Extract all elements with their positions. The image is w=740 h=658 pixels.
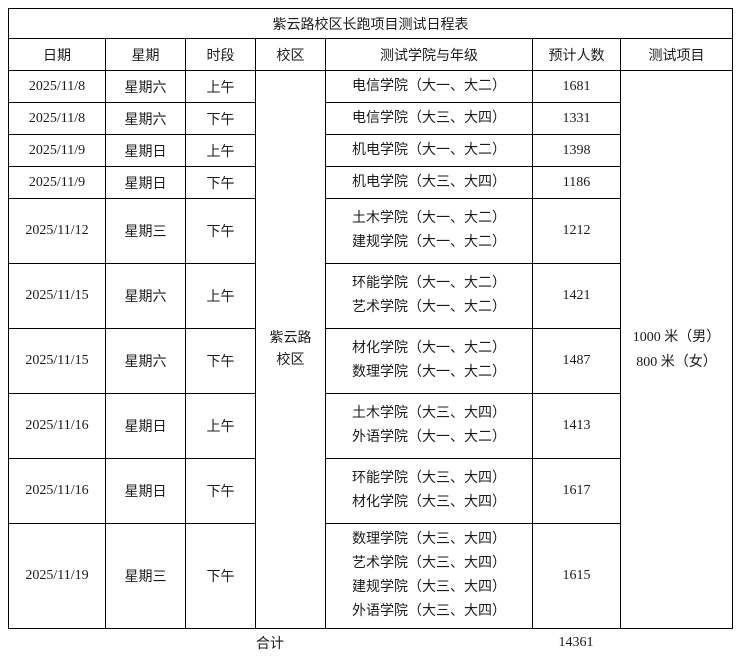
cell-period: 上午 xyxy=(185,134,256,167)
cell-date: 2025/11/9 xyxy=(8,166,106,199)
cell-period: 下午 xyxy=(185,458,256,524)
cell-test-items: 1000 米（男） 800 米（女） xyxy=(619,70,734,629)
col-header-period: 时段 xyxy=(185,38,256,71)
col-header-campus: 校区 xyxy=(255,38,326,71)
cell-count: 1331 xyxy=(532,102,621,135)
cell-weekday: 星期六 xyxy=(105,70,186,103)
cell-colleges: 机电学院（大三、大四） xyxy=(325,166,533,199)
cell-count: 1617 xyxy=(532,458,621,524)
table-row: 2025/11/15 星期六 下午 材化学院（大一、大二） 数理学院（大一、大二） 148… xyxy=(8,328,733,394)
cell-weekday: 星期三 xyxy=(105,523,186,629)
cell-date: 2025/11/9 xyxy=(8,134,106,167)
cell-date: 2025/11/19 xyxy=(8,523,106,629)
table-row: 2025/11/12 星期三 下午 土木学院（大一、大二） 建规学院（大一、大二） 121… xyxy=(8,198,733,264)
cell-campus: 紫云路校区 xyxy=(255,70,326,629)
cell-period: 上午 xyxy=(185,263,256,329)
college-line: 土木学院（大一、大二） xyxy=(352,211,506,226)
college-line: 数理学院（大三、大四） xyxy=(352,532,506,547)
col-header-weekday: 星期 xyxy=(105,38,186,71)
college-line: 外语学院（大一、大二） xyxy=(352,430,506,445)
cell-count: 1212 xyxy=(532,198,621,264)
cell-date: 2025/11/8 xyxy=(8,102,106,135)
test-item-line: 800 米（女） xyxy=(636,354,717,370)
college-line: 材化学院（大三、大四） xyxy=(352,495,506,510)
footer-row: 合计 14361 xyxy=(8,629,732,656)
cell-date: 2025/11/15 xyxy=(8,328,106,394)
cell-date: 2025/11/12 xyxy=(8,198,106,264)
cell-period: 上午 xyxy=(185,70,256,103)
cell-count: 1615 xyxy=(532,523,621,629)
cell-date: 2025/11/16 xyxy=(8,393,106,459)
total-count: 14361 xyxy=(558,634,594,650)
col-header-date: 日期 xyxy=(8,38,106,71)
cell-count: 1487 xyxy=(532,328,621,394)
cell-colleges: 材化学院（大一、大二） 数理学院（大一、大二） xyxy=(325,328,533,394)
college-line: 电信学院（大三、大四） xyxy=(352,110,506,126)
cell-date: 2025/11/8 xyxy=(8,70,106,103)
table-row: 2025/11/16 星期日 上午 土木学院（大三、大四） 外语学院（大一、大二） 141… xyxy=(8,393,733,459)
table-row: 2025/11/9 星期日 上午 机电学院（大一、大二） 1398 xyxy=(8,134,733,167)
page-title: 紫云路校区长跑项目测试日程表 xyxy=(7,8,734,39)
cell-date: 2025/11/15 xyxy=(8,263,106,329)
cell-date: 2025/11/16 xyxy=(8,458,106,524)
table-row: 2025/11/8 星期六 下午 电信学院（大三、大四） 1331 xyxy=(8,102,733,135)
college-line: 材化学院（大一、大二） xyxy=(352,341,506,356)
college-line: 建规学院（大一、大二） xyxy=(352,235,506,250)
cell-weekday: 星期日 xyxy=(105,393,186,459)
schedule-table: 紫云路校区长跑项目测试日程表 日期 星期 时段 校区 测试学院与年级 预计人数 … xyxy=(7,8,734,629)
college-line: 外语学院（大三、大四） xyxy=(352,604,506,619)
col-header-count: 预计人数 xyxy=(532,38,621,71)
college-line: 建规学院（大三、大四） xyxy=(352,580,506,595)
college-line: 数理学院（大一、大二） xyxy=(352,365,506,380)
table-row: 2025/11/19 星期三 下午 数理学院（大三、大四） 艺术学院（大三、大四） 建规学… xyxy=(8,523,733,629)
cell-colleges: 土木学院（大三、大四） 外语学院（大一、大二） xyxy=(325,393,533,459)
col-header-test-item: 测试项目 xyxy=(619,38,734,71)
cell-weekday: 星期六 xyxy=(105,102,186,135)
cell-weekday: 星期日 xyxy=(105,458,186,524)
college-line: 电信学院（大一、大二） xyxy=(352,78,506,94)
cell-period: 下午 xyxy=(185,523,256,629)
cell-colleges: 电信学院（大三、大四） xyxy=(325,102,533,135)
cell-count: 1186 xyxy=(532,166,621,199)
cell-colleges: 环能学院（大三、大四） 材化学院（大三、大四） xyxy=(325,458,533,524)
cell-weekday: 星期日 xyxy=(105,166,186,199)
cell-period: 下午 xyxy=(185,102,256,135)
college-line: 环能学院（大一、大二） xyxy=(352,276,506,291)
college-line: 环能学院（大三、大四） xyxy=(352,471,506,486)
cell-period: 上午 xyxy=(185,393,256,459)
total-label: 合计 xyxy=(256,636,284,652)
cell-colleges: 土木学院（大一、大二） 建规学院（大一、大二） xyxy=(325,198,533,264)
cell-count: 1681 xyxy=(532,70,621,103)
cell-count: 1421 xyxy=(532,263,621,329)
cell-weekday: 星期六 xyxy=(105,263,186,329)
cell-count: 1413 xyxy=(532,393,621,459)
table-row: 2025/11/16 星期日 下午 环能学院（大三、大四） 材化学院（大三、大四） 161… xyxy=(8,458,733,524)
cell-colleges: 电信学院（大一、大二） xyxy=(325,70,533,103)
college-line: 艺术学院（大三、大四） xyxy=(352,556,506,571)
title-row: 紫云路校区长跑项目测试日程表 xyxy=(7,8,734,39)
cell-count: 1398 xyxy=(532,134,621,167)
col-header-colleges: 测试学院与年级 xyxy=(325,38,533,71)
test-item-line: 1000 米（男） xyxy=(632,329,721,345)
cell-weekday: 星期三 xyxy=(105,198,186,264)
cell-period: 下午 xyxy=(185,166,256,199)
cell-weekday: 星期六 xyxy=(105,328,186,394)
college-line: 土木学院（大三、大四） xyxy=(352,406,506,421)
cell-colleges: 数理学院（大三、大四） 艺术学院（大三、大四） 建规学院（大三、大四） 外语学院（大三… xyxy=(325,523,533,629)
cell-period: 下午 xyxy=(185,328,256,394)
college-line: 机电学院（大三、大四） xyxy=(352,174,506,190)
cell-colleges: 机电学院（大一、大二） xyxy=(325,134,533,167)
cell-weekday: 星期日 xyxy=(105,134,186,167)
table-row: 2025/11/8 星期六 上午 紫云路校区 电信学院（大一、大二） 1681 1000 米… xyxy=(8,70,734,629)
table-row: 2025/11/9 星期日 下午 机电学院（大三、大四） 1186 xyxy=(8,166,733,199)
college-line: 艺术学院（大一、大二） xyxy=(352,300,506,315)
college-line: 机电学院（大一、大二） xyxy=(352,142,506,158)
cell-period: 下午 xyxy=(185,198,256,264)
header-row: 日期 星期 时段 校区 测试学院与年级 预计人数 测试项目 xyxy=(8,38,734,71)
cell-colleges: 环能学院（大一、大二） 艺术学院（大一、大二） xyxy=(325,263,533,329)
table-row: 2025/11/15 星期六 上午 环能学院（大一、大二） 艺术学院（大一、大二） 142… xyxy=(8,263,733,329)
